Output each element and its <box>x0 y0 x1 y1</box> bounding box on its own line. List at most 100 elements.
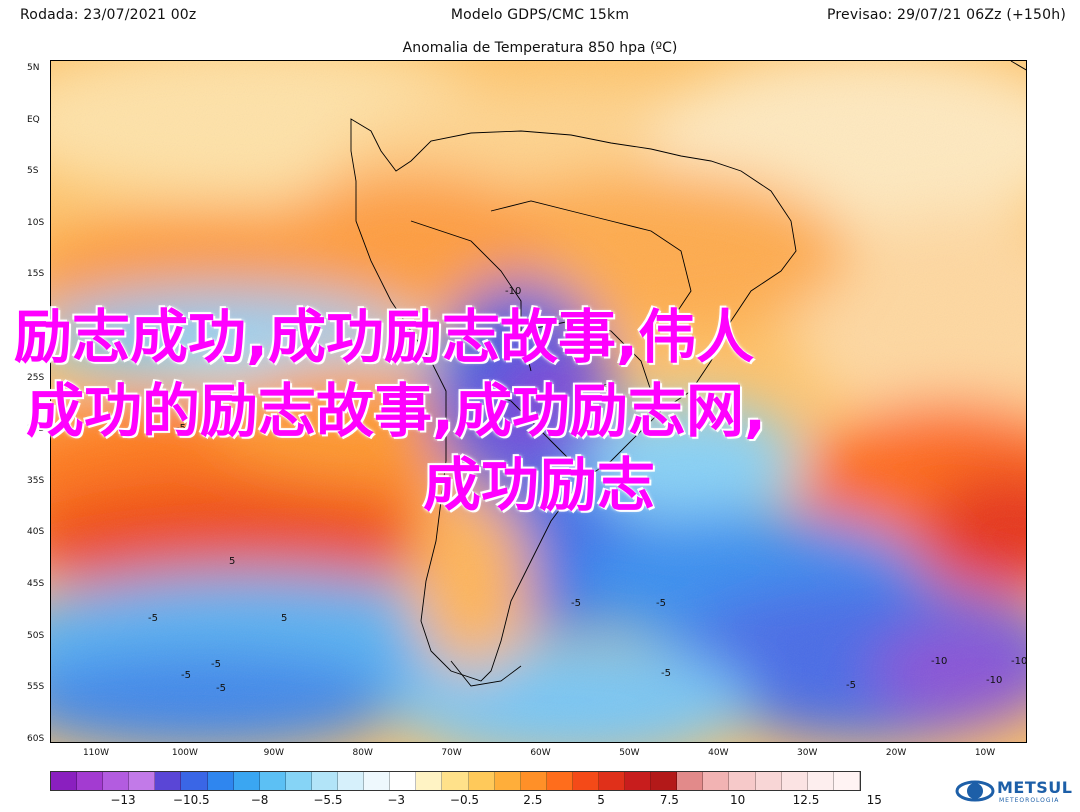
contour-label: -5 <box>148 613 158 624</box>
map-title: Anomalia de Temperatura 850 hpa (ºC) <box>402 40 678 56</box>
coastline <box>350 61 1026 687</box>
contour-label: -10 <box>986 675 1002 686</box>
lon-label: 30W <box>797 748 818 758</box>
temperature-anomaly-map: -10 -5 -5 -5 -15 -10 -5 -5 5 5 -5 -5 -5 -10 -10 -5 -5 <box>51 61 1027 742</box>
color-scale-cell <box>572 772 599 790</box>
contour-label: -5 <box>656 598 666 609</box>
lon-label: 110W <box>82 748 110 758</box>
color-scale-cell <box>598 772 626 790</box>
contour-label: -15 <box>593 383 609 394</box>
lat-label: 15S <box>27 269 45 280</box>
color-scale-bar <box>50 771 861 791</box>
contour-label: -5 <box>176 423 186 434</box>
color-scale-tick: −8 <box>250 793 269 807</box>
contour-label: -5 <box>211 659 221 670</box>
color-scale-cell <box>259 772 286 790</box>
contour-labels: -10 -5 -5 -5 -15 -10 -5 -5 5 5 -5 -5 -5 -10 -10 -5 -5 <box>141 286 1027 694</box>
color-scale-cell <box>781 772 808 790</box>
tierra-del-fuego <box>450 660 522 687</box>
color-scale-cell <box>233 772 260 790</box>
color-scale-cell <box>364 772 391 790</box>
lon-label: 90W <box>263 748 284 758</box>
logo-name: METSUL <box>997 778 1073 797</box>
south-america-outline <box>350 118 797 682</box>
model-label: Modelo GDPS/CMC 15km <box>450 7 630 23</box>
lat-label: 30S <box>27 424 45 435</box>
color-scale-tick: −10.5 <box>172 793 210 807</box>
color-scale-cell <box>285 772 312 790</box>
globe-icon <box>955 780 995 802</box>
contour-label: -5 <box>661 668 671 679</box>
lon-label: 60W <box>530 748 551 758</box>
metsul-logo[interactable]: METSUL METEOROLOGIA <box>955 776 1072 808</box>
color-scale-tick: 12.5 <box>792 793 820 807</box>
contour-label: -10 <box>1011 656 1027 667</box>
lat-label: 25S <box>27 372 45 383</box>
color-scale-cell <box>442 772 469 790</box>
color-scale-tick: 5 <box>597 793 605 807</box>
lat-label: 35S <box>27 475 45 486</box>
overlay-line-3: 成功励志 <box>422 451 655 519</box>
color-scale-cell <box>520 772 547 790</box>
color-scale-cell <box>807 772 834 790</box>
color-scale-cell <box>129 772 156 790</box>
color-scale-tick: −3 <box>387 793 406 807</box>
watermark-overlay-text: 励志成功,成功励志故事,伟人 成功的励志故事,成功励志网, 成功励志 <box>14 300 1064 522</box>
lon-label: 50W <box>619 748 640 758</box>
color-scale-cell <box>677 772 704 790</box>
contour-label: -10 <box>505 286 521 297</box>
forecast-date-label: Previsao: 29/07/21 06Zz (+150h) <box>826 7 1066 23</box>
color-scale-tick: 2.5 <box>523 793 543 807</box>
color-scale-cell <box>468 772 495 790</box>
color-scale-cell <box>416 772 443 790</box>
color-scale-tick: 7.5 <box>659 793 679 807</box>
lon-label: 40W <box>708 748 729 758</box>
map-area[interactable]: -10 -5 -5 -5 -15 -10 -5 -5 5 5 -5 -5 -5 -10 -10 -5 -5 <box>50 60 1027 743</box>
contour-label: 5 <box>229 556 235 567</box>
color-scale-cell <box>755 772 782 790</box>
noise-texture <box>51 61 1026 742</box>
border-2 <box>410 220 532 372</box>
color-scale-cell <box>494 772 521 790</box>
color-scale-cell <box>77 772 104 790</box>
color-scale-tick: 15 <box>866 793 882 807</box>
color-scale-tick: 10 <box>730 793 746 807</box>
lon-label: 100W <box>171 748 198 758</box>
lat-label: 40S <box>27 527 45 538</box>
color-scale-cell <box>181 772 208 790</box>
lat-label: 55S <box>27 682 45 693</box>
overlay-line-2: 成功的励志故事,成功励志网, <box>26 377 767 445</box>
border-3 <box>520 320 652 392</box>
color-scale-cell <box>651 772 678 790</box>
contour-label: -10 <box>931 656 947 667</box>
color-scale-cell <box>311 772 339 790</box>
contour-label: -5 <box>141 346 151 357</box>
lat-label: EQ <box>27 114 40 125</box>
color-scale-cell <box>103 772 130 790</box>
border-1 <box>490 200 692 322</box>
contour-label: 5 <box>281 613 287 624</box>
color-scale-cell <box>207 772 234 790</box>
color-scale-tick: −5.5 <box>313 793 343 807</box>
border-4 <box>480 390 572 462</box>
lon-label: 20W <box>885 748 907 758</box>
lon-label: 70W <box>441 748 462 758</box>
color-scale-cell <box>51 772 78 790</box>
lat-label: 50S <box>27 630 45 641</box>
contour-label: -5 <box>181 670 191 681</box>
lat-label: 5N <box>27 63 40 73</box>
lat-label: 20S <box>27 321 45 331</box>
color-scale-cell <box>546 772 573 790</box>
logo-subtitle: METEOROLOGIA <box>999 797 1060 804</box>
lon-label: 80W <box>352 748 373 758</box>
lat-label: 45S <box>27 579 45 589</box>
africa-edge <box>1010 61 1026 71</box>
lat-label: 60S <box>27 733 45 744</box>
contour-label: -5 <box>216 683 226 694</box>
contour-label: -5 <box>571 598 581 609</box>
color-scale-cell <box>833 772 860 790</box>
color-scale-cell <box>625 772 652 790</box>
run-date-label: Rodada: 23/07/2021 00z <box>20 7 197 23</box>
color-scale-cell <box>390 772 417 790</box>
color-scale-tick: −0.5 <box>449 793 480 807</box>
